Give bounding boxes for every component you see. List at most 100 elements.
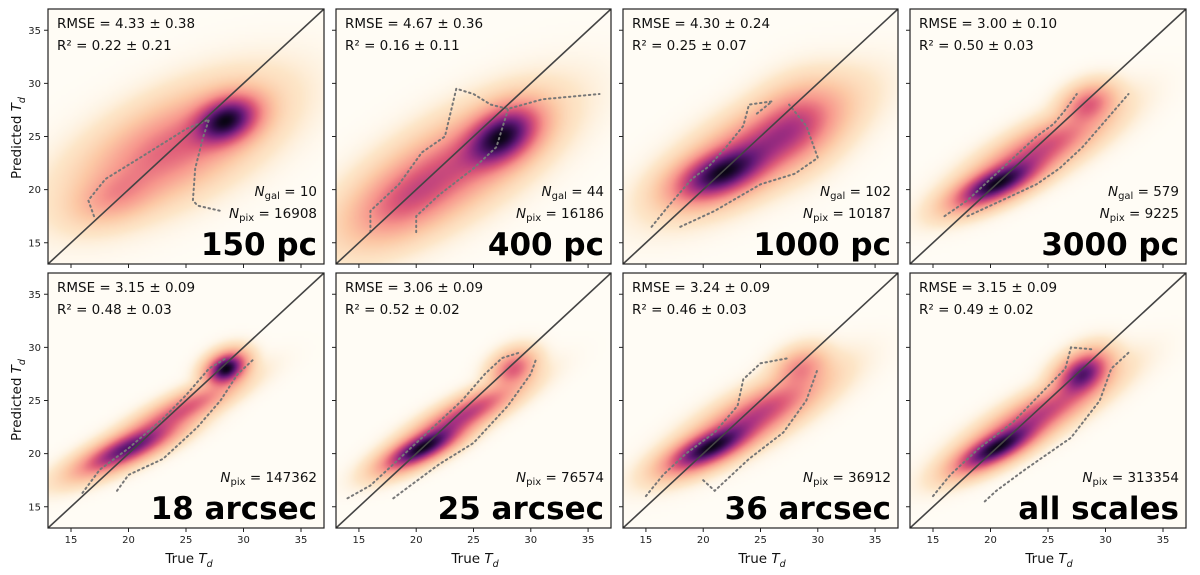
scale-label: 400 pc: [488, 227, 604, 263]
contour-line: [87, 117, 222, 218]
contour-line: [932, 346, 1095, 498]
panel-p1000: RMSE = 4.30 ± 0.24 R² = 0.25 ± 0.07 Ngal =…: [619, 8, 899, 268]
panel-p18: 15 15 20 20 25 25 30 30 35 35 RMSE = 3.15 ± 0.09 R²…: [28, 272, 325, 546]
rmse-label: RMSE = 3.15 ± 0.09: [919, 280, 1057, 296]
ngal-label: Ngal = 10: [255, 184, 317, 202]
x-axis-label-4: True Td: [1024, 551, 1073, 570]
y-tick-label: 35: [28, 26, 41, 37]
npix-label: Npix = 76574: [516, 470, 604, 488]
x-tick-label: 35: [1157, 535, 1170, 546]
contour-line: [679, 103, 820, 228]
one-to-one-line: [623, 273, 898, 528]
contour-line: [116, 357, 256, 492]
rmse-label: RMSE = 3.06 ± 0.09: [345, 280, 483, 296]
x-tick-label: 20: [697, 535, 710, 546]
r2-label: R² = 0.48 ± 0.03: [57, 302, 172, 318]
panel-p150: 15 20 25 30 35 RMSE = 4.33 ± 0.38 R² = 0.22 ± …: [28, 8, 325, 268]
r2-label: R² = 0.49 ± 0.02: [919, 302, 1034, 318]
x-tick-label: 35: [295, 535, 308, 546]
x-tick-label: 20: [122, 535, 135, 546]
ngal-label: Ngal = 579: [1108, 184, 1179, 202]
contour-line: [644, 357, 791, 498]
rmse-label: RMSE = 3.00 ± 0.10: [919, 16, 1057, 32]
contour-line: [346, 351, 521, 500]
one-to-one-line: [910, 9, 1186, 264]
contour-line: [392, 357, 538, 500]
y-tick-label: 25: [28, 396, 41, 407]
x-tick-label: 30: [1099, 535, 1112, 546]
rmse-label: RMSE = 3.24 ± 0.09: [632, 280, 770, 296]
x-tick-label: 35: [582, 535, 595, 546]
one-to-one-line: [336, 9, 611, 264]
panel-pall: 15 20 25 30 35 RMSE = 3.15 ± 0.09 R² = 0.49 ± …: [906, 272, 1187, 546]
contour-line: [650, 99, 776, 228]
y-tick-label: 15: [28, 238, 41, 249]
x-tick-label: 30: [237, 535, 250, 546]
npix-label: Npix = 16186: [516, 206, 604, 224]
ngal-label: Ngal = 44: [542, 184, 604, 202]
x-tick-label: 15: [640, 535, 653, 546]
contour-line: [943, 93, 1078, 218]
panel-p3000: RMSE = 3.00 ± 0.10 R² = 0.50 ± 0.03 Ngal =…: [906, 8, 1187, 268]
rmse-label: RMSE = 4.33 ± 0.38: [57, 16, 195, 32]
npix-label: Npix = 10187: [803, 206, 891, 224]
y-tick-label: 15: [28, 502, 41, 513]
scale-label: 18 arcsec: [151, 491, 317, 527]
r2-label: R² = 0.52 ± 0.02: [345, 302, 460, 318]
x-tick-label: 30: [811, 535, 824, 546]
npix-label: Npix = 313354: [1082, 470, 1179, 488]
scale-label: 3000 pc: [1041, 227, 1179, 263]
scale-label: 25 arcsec: [438, 491, 604, 527]
contour-line: [983, 351, 1130, 503]
y-tick-label: 30: [28, 343, 41, 354]
x-tick-label: 35: [869, 535, 882, 546]
contour-line: [966, 93, 1130, 218]
x-axis-label-left: True Td: [164, 551, 213, 570]
ngal-label: Ngal = 102: [820, 184, 891, 202]
one-to-one-line: [336, 273, 611, 528]
panel-p400: RMSE = 4.67 ± 0.36 R² = 0.16 ± 0.11 Ngal =…: [332, 8, 612, 268]
rmse-label: RMSE = 3.15 ± 0.09: [57, 280, 195, 296]
r2-label: R² = 0.50 ± 0.03: [919, 38, 1034, 54]
npix-label: Npix = 16908: [229, 206, 317, 224]
scale-label: 36 arcsec: [725, 491, 891, 527]
rmse-label: RMSE = 4.67 ± 0.36: [345, 16, 483, 32]
one-to-one-line: [48, 273, 324, 528]
scale-label: 1000 pc: [753, 227, 891, 263]
panel-grid: 15 20 25 30 35 RMSE = 4.33 ± 0.38 R² = 0.22 ± …: [28, 8, 1187, 546]
y-tick-label: 25: [28, 132, 41, 143]
x-tick-label: 25: [467, 535, 480, 546]
r2-label: R² = 0.22 ± 0.21: [57, 38, 172, 54]
x-tick-label: 15: [353, 535, 366, 546]
y-tick-label: 30: [28, 79, 41, 90]
contour-line: [369, 87, 601, 234]
y-tick-label: 20: [28, 449, 41, 460]
npix-label: Npix = 9225: [1100, 206, 1179, 224]
x-tick-label: 20: [984, 535, 997, 546]
x-tick-label: 15: [65, 535, 78, 546]
r2-label: R² = 0.46 ± 0.03: [632, 302, 747, 318]
one-to-one-line: [623, 9, 898, 264]
x-tick-label: 25: [1042, 535, 1055, 546]
panel-p25: 15 20 25 30 35 RMSE = 3.06 ± 0.09 R² = 0.52 ± …: [332, 272, 612, 546]
y-axis-label-top: Predicted Td: [9, 96, 28, 179]
npix-label: Npix = 147362: [220, 470, 317, 488]
contour-line: [81, 357, 228, 494]
y-tick-label: 20: [28, 185, 41, 196]
x-tick-label: 15: [927, 535, 940, 546]
x-axis-label-3: True Td: [737, 551, 786, 570]
one-to-one-line: [910, 273, 1186, 528]
scale-label: 150 pc: [201, 227, 317, 263]
x-tick-label: 30: [524, 535, 537, 546]
x-tick-label: 25: [180, 535, 193, 546]
x-tick-label: 25: [754, 535, 767, 546]
axis-labels: True Td True Td True Td True Td Predicte…: [9, 96, 1074, 570]
contour-line: [702, 367, 819, 493]
r2-label: R² = 0.16 ± 0.11: [345, 38, 460, 54]
y-axis-label-bottom: Predicted Td: [9, 358, 28, 441]
one-to-one-line: [48, 9, 324, 264]
y-tick-label: 35: [28, 290, 41, 301]
npix-label: Npix = 36912: [803, 470, 891, 488]
rmse-label: RMSE = 4.30 ± 0.24: [632, 16, 770, 32]
